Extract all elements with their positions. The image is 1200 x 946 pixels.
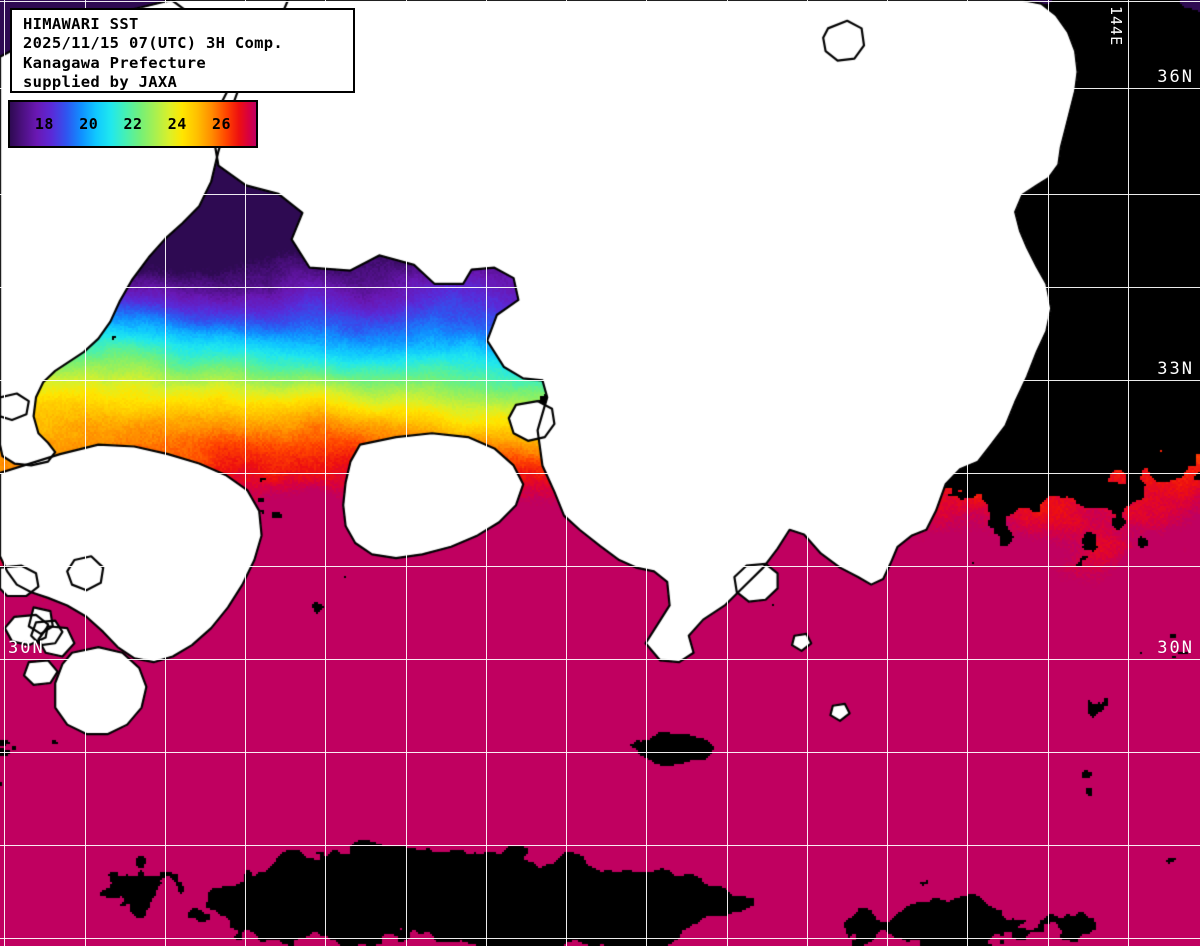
colorbar-tick-labels: 18 20 22 24 26 bbox=[10, 102, 256, 146]
title-line-source: supplied by JAXA bbox=[23, 73, 178, 92]
colorbar-tick-24: 24 bbox=[167, 115, 187, 133]
title-box: HIMAWARI SST 2025/11/15 07(UTC) 3H Comp.… bbox=[10, 8, 355, 93]
colorbar: 18 20 22 24 26 bbox=[8, 100, 258, 148]
title-line-product: HIMAWARI SST bbox=[23, 15, 139, 33]
colorbar-gradient bbox=[10, 102, 256, 146]
colorbar-tick-26: 26 bbox=[212, 115, 232, 133]
colorbar-tick-22: 22 bbox=[123, 115, 143, 133]
colorbar-tick-18: 18 bbox=[34, 115, 54, 133]
title-line-provider: Kanagawa Prefecture bbox=[23, 53, 207, 72]
title-line-datetime: 2025/11/15 07(UTC) 3H Comp. bbox=[23, 34, 284, 53]
colorbar-tick-20: 20 bbox=[79, 115, 99, 133]
